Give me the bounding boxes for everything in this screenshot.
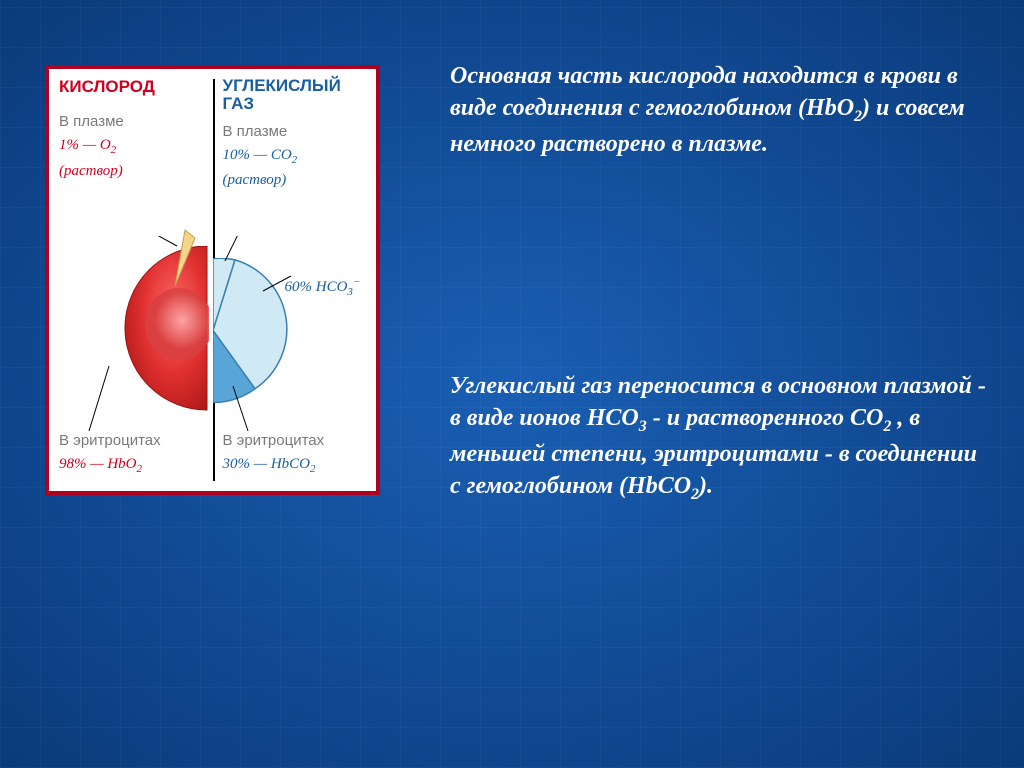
oxygen-leaders — [49, 236, 219, 436]
oxygen-plasma-label: В плазме — [59, 113, 205, 130]
co2-leaders — [213, 236, 383, 436]
oxygen-bottom: В эритроцитах 98% — HbO2 — [59, 432, 205, 481]
co2-rbc-value: 30% — HbCO2 — [223, 455, 369, 477]
oxygen-rbc-value: 98% — HbO2 — [59, 455, 205, 477]
co2-title: УГЛЕКИСЛЫЙ ГАЗ — [223, 77, 369, 113]
slide-text-oxygen: Основная часть кислорода находится в кро… — [450, 60, 985, 160]
co2-plasma-value: 10% — CO2 — [223, 146, 369, 168]
co2-chart: 60% HCO3− — [213, 236, 377, 421]
co2-bottom: В эритроцитах 30% — HbCO2 — [223, 432, 369, 481]
co2-column: УГЛЕКИСЛЫЙ ГАЗ В плазме 10% — CO2 (раств… — [213, 69, 377, 491]
oxygen-title: КИСЛОРОД — [59, 77, 205, 97]
co2-plasma-label: В плазме — [223, 123, 369, 140]
slide-text-co2: Углекислый газ переносится в основном пл… — [450, 370, 990, 506]
oxygen-plasma-note: (раствор) — [59, 162, 205, 181]
oxygen-column: КИСЛОРОД В плазме 1% — O2 (раствор) — [49, 69, 213, 491]
co2-rbc-label: В эритроцитах — [223, 432, 369, 449]
oxygen-chart — [49, 236, 213, 421]
co2-plasma-note: (раствор) — [223, 171, 369, 190]
gas-transport-panel: КИСЛОРОД В плазме 1% — O2 (раствор) — [45, 65, 380, 495]
oxygen-plasma-value: 1% — O2 — [59, 136, 205, 158]
oxygen-rbc-label: В эритроцитах — [59, 432, 205, 449]
